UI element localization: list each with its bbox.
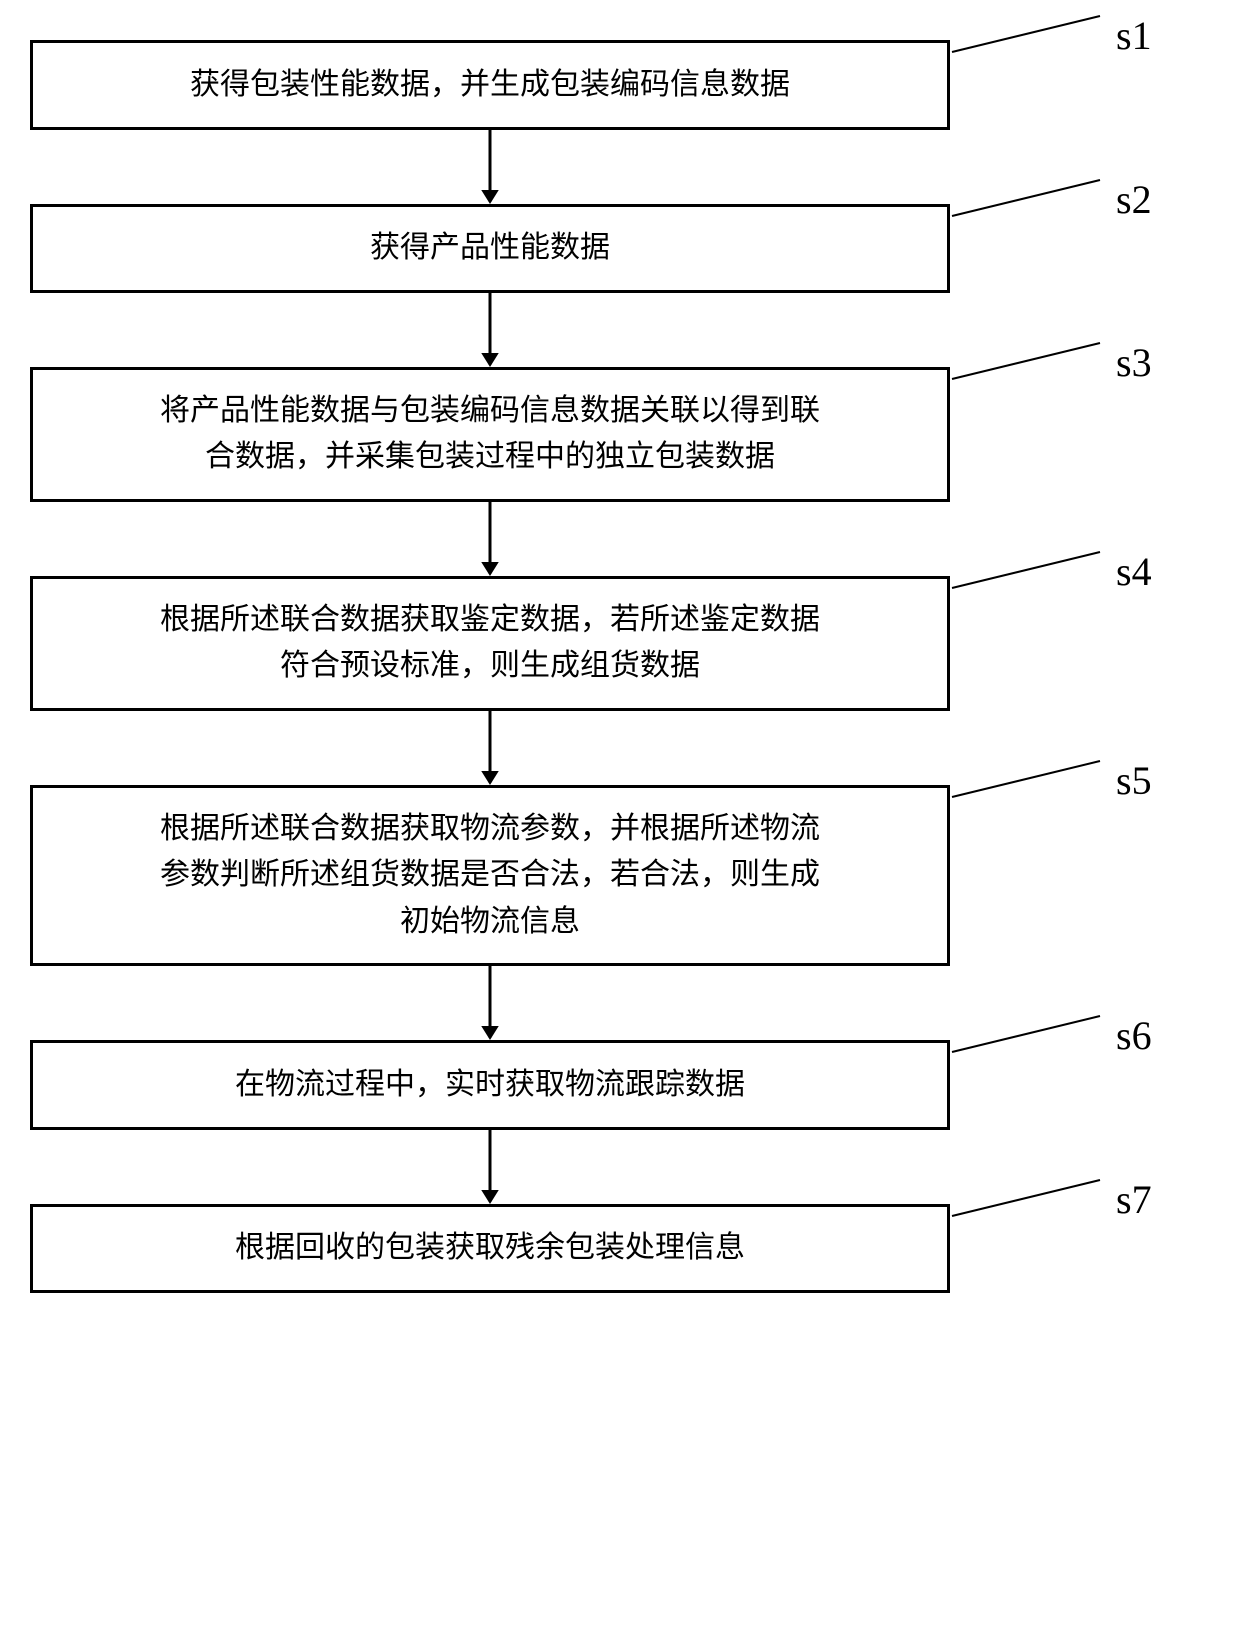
flow-step-s2: 获得产品性能数据 s2 — [30, 204, 1210, 293]
step-text: 将产品性能数据与包装编码信息数据关联以得到联合数据，并采集包装过程中的独立包装数… — [160, 388, 820, 481]
arrow-down — [30, 130, 950, 204]
step-label-wrap: s3 — [970, 367, 1210, 502]
step-label-wrap: s7 — [970, 1204, 1210, 1293]
flow-step-s4: 根据所述联合数据获取鉴定数据，若所述鉴定数据符合预设标准，则生成组货数据 s4 — [30, 576, 1210, 711]
connector-line — [970, 367, 1110, 502]
step-text: 根据所述联合数据获取鉴定数据，若所述鉴定数据符合预设标准，则生成组货数据 — [160, 597, 820, 690]
connector-line — [970, 40, 1110, 130]
step-box: 获得产品性能数据 — [30, 204, 950, 293]
flow-step-s5: 根据所述联合数据获取物流参数，并根据所述物流参数判断所述组货数据是否合法，若合法… — [30, 785, 1210, 967]
step-box: 获得包装性能数据，并生成包装编码信息数据 — [30, 40, 950, 130]
connector-line — [970, 1040, 1110, 1130]
arrow-down — [30, 1130, 950, 1204]
step-text: 获得包装性能数据，并生成包装编码信息数据 — [190, 62, 790, 109]
flow-step-s1: 获得包装性能数据，并生成包装编码信息数据 s1 — [30, 40, 1210, 130]
step-label-wrap: s5 — [970, 785, 1210, 967]
step-text: 根据回收的包装获取残余包装处理信息 — [235, 1225, 745, 1272]
connector-line — [970, 785, 1110, 967]
step-box: 根据回收的包装获取残余包装处理信息 — [30, 1204, 950, 1293]
step-box: 将产品性能数据与包装编码信息数据关联以得到联合数据，并采集包装过程中的独立包装数… — [30, 367, 950, 502]
step-label-wrap: s2 — [970, 204, 1210, 293]
step-box: 在物流过程中，实时获取物流跟踪数据 — [30, 1040, 950, 1130]
step-box: 根据所述联合数据获取鉴定数据，若所述鉴定数据符合预设标准，则生成组货数据 — [30, 576, 950, 711]
arrow-down — [30, 966, 950, 1040]
connector-line — [970, 1204, 1110, 1293]
flow-step-s7: 根据回收的包装获取残余包装处理信息 s7 — [30, 1204, 1210, 1293]
step-text: 在物流过程中，实时获取物流跟踪数据 — [235, 1062, 745, 1109]
flow-step-s6: 在物流过程中，实时获取物流跟踪数据 s6 — [30, 1040, 1210, 1130]
flowchart-container: 获得包装性能数据，并生成包装编码信息数据 s1 获得产品性能数据 s2 — [30, 40, 1210, 1293]
step-text: 获得产品性能数据 — [370, 225, 610, 272]
arrow-down — [30, 711, 950, 785]
step-label-wrap: s6 — [970, 1040, 1210, 1130]
step-box: 根据所述联合数据获取物流参数，并根据所述物流参数判断所述组货数据是否合法，若合法… — [30, 785, 950, 967]
flow-step-s3: 将产品性能数据与包装编码信息数据关联以得到联合数据，并采集包装过程中的独立包装数… — [30, 367, 1210, 502]
step-label-wrap: s1 — [970, 40, 1210, 130]
connector-line — [970, 576, 1110, 711]
step-label-wrap: s4 — [970, 576, 1210, 711]
connector-line — [970, 204, 1110, 293]
arrow-down — [30, 293, 950, 367]
step-text: 根据所述联合数据获取物流参数，并根据所述物流参数判断所述组货数据是否合法，若合法… — [160, 806, 820, 946]
arrow-down — [30, 502, 950, 576]
